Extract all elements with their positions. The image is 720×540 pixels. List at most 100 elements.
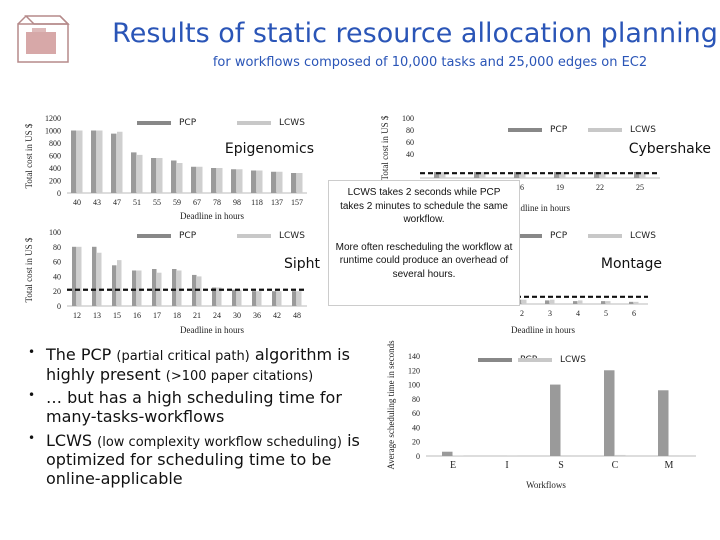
x-tick-label: 78 — [213, 198, 221, 207]
bar-pcp — [291, 173, 297, 193]
bar-pcp — [658, 390, 669, 456]
x-tick-label: 137 — [271, 198, 283, 207]
bar-pcp — [604, 370, 615, 456]
bar-lcws — [522, 299, 527, 304]
y-tick-label: 1200 — [45, 114, 61, 123]
bar-pcp — [554, 172, 560, 178]
x-tick-label: 98 — [233, 198, 241, 207]
callout-box: LCWS takes 2 seconds while PCP takes 2 m… — [328, 180, 520, 306]
x-tick-label: 51 — [133, 198, 141, 207]
x-axis-label: Deadline in hours — [180, 211, 244, 221]
legend-swatch-pcp — [508, 234, 542, 238]
bar-pcp — [111, 133, 117, 193]
x-tick-label: 13 — [93, 311, 101, 320]
bar-lcws — [615, 454, 626, 456]
chart-name: Montage — [601, 256, 662, 272]
y-tick-label: 600 — [49, 152, 61, 161]
x-tick-label: 59 — [173, 198, 181, 207]
legend-swatch-lcws — [588, 128, 622, 132]
y-axis-label: Total cost in US $ — [24, 237, 34, 302]
bullet-item: • The PCP (partial critical path) algori… — [28, 345, 350, 384]
x-tick-label: M — [665, 460, 674, 471]
legend-label-lcws: LCWS — [560, 355, 586, 365]
bar-pcp — [171, 160, 177, 193]
bar-pcp — [292, 291, 297, 306]
y-tick-label: 100 — [402, 114, 414, 123]
bullet-item: • … but has a high scheduling time for m… — [28, 388, 342, 427]
bar-lcws — [257, 291, 262, 306]
bar-pcp — [211, 168, 217, 193]
slide-title: Results of static resource allocation pl… — [112, 18, 718, 49]
bullet-item: • LCWS (low complexity workflow scheduli… — [28, 430, 360, 489]
x-tick-label: 3 — [548, 309, 552, 318]
bar-pcp — [232, 289, 237, 306]
bar-pcp — [601, 301, 606, 304]
chart-name: Cybershake — [629, 141, 711, 157]
bar-pcp — [573, 301, 578, 304]
x-tick-label: 18 — [173, 311, 181, 320]
x-tick-label: 24 — [213, 311, 221, 320]
y-axis-label: Total cost in US $ — [380, 115, 390, 180]
x-tick-label: 15 — [113, 311, 121, 320]
legend-label-lcws: LCWS — [630, 125, 656, 135]
x-tick-label: 25 — [636, 183, 644, 192]
legend-label-lcws: LCWS — [630, 231, 656, 241]
x-tick-label: 36 — [253, 311, 261, 320]
bullet-list: • The PCP (partial critical path) algori… — [28, 345, 378, 493]
x-tick-label: 55 — [153, 198, 161, 207]
chart-name: Sipht — [284, 256, 321, 272]
bar-lcws — [197, 166, 203, 193]
bar-pcp — [272, 291, 277, 306]
y-axis-label: Total cost in US $ — [24, 123, 34, 188]
y-tick-label: 800 — [49, 139, 61, 148]
legend-label-pcp: PCP — [550, 125, 568, 135]
y-tick-label: 0 — [57, 302, 61, 311]
bar-lcws — [77, 130, 83, 193]
y-tick-label: 60 — [406, 138, 414, 147]
y-tick-label: 40 — [412, 423, 420, 432]
legend-swatch-lcws — [588, 234, 622, 238]
y-tick-label: 140 — [408, 352, 420, 361]
bar-pcp — [151, 158, 157, 193]
montage-chart: 2 3 4 5 6 PCP LCWS Montage Deadline in hours — [378, 222, 718, 337]
bar-pcp — [442, 451, 453, 456]
bar-pcp — [545, 300, 550, 304]
bar-lcws — [277, 171, 283, 193]
y-tick-label: 100 — [49, 228, 61, 237]
x-tick-label: 21 — [193, 311, 201, 320]
bar-pcp — [131, 152, 137, 193]
y-tick-label: 1000 — [45, 127, 61, 136]
y-tick-label: 80 — [406, 126, 414, 135]
legend-swatch-lcws — [237, 121, 271, 125]
bar-pcp — [91, 130, 97, 193]
bar-lcws — [137, 270, 142, 306]
bar-pcp — [514, 172, 520, 178]
y-tick-label: 0 — [57, 189, 61, 198]
bar-lcws — [606, 301, 611, 304]
bar-lcws — [237, 169, 243, 193]
x-tick-label: 157 — [291, 198, 303, 207]
x-tick-label: 42 — [273, 311, 281, 320]
legend-swatch-pcp — [137, 234, 171, 238]
cybershake-chart: 406080100111316192225PCPLCWSCybershakeTo… — [378, 108, 718, 218]
bar-lcws — [237, 289, 242, 306]
bar-pcp — [594, 172, 600, 178]
bar-lcws — [177, 163, 183, 193]
bar-pcp — [72, 246, 77, 306]
y-tick-label: 60 — [53, 258, 61, 267]
x-axis-label: Deadline in hours — [180, 325, 244, 335]
legend-label-pcp: PCP — [550, 231, 568, 241]
bullet-dot-icon: • — [28, 430, 36, 445]
chart-name: Epigenomics — [225, 141, 314, 157]
bar-lcws — [277, 291, 282, 306]
x-tick-label: 48 — [293, 311, 301, 320]
y-tick-label: 40 — [406, 150, 414, 159]
bar-lcws — [297, 291, 302, 306]
x-tick-label: 17 — [153, 311, 161, 320]
bar-pcp — [92, 246, 97, 306]
bar-lcws — [561, 455, 572, 456]
bar-pcp — [251, 170, 257, 193]
bar-lcws — [137, 154, 143, 193]
bar-lcws — [578, 300, 583, 304]
y-tick-label: 100 — [408, 381, 420, 390]
